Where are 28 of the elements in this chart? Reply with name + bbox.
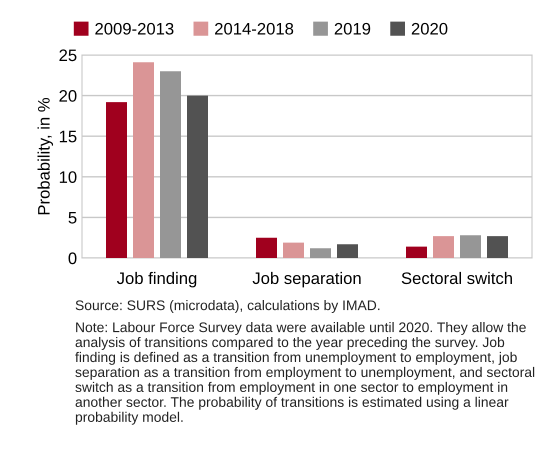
bar bbox=[406, 246, 427, 258]
bar bbox=[337, 244, 358, 258]
legend-label: 2020 bbox=[412, 22, 448, 35]
x-tick-label: Sectoral switch bbox=[402, 272, 512, 284]
bar bbox=[487, 236, 508, 258]
y-tick-label: 20 bbox=[59, 90, 76, 102]
x-tick-label: Job finding bbox=[116, 272, 196, 288]
y-tick-label: 0 bbox=[68, 252, 76, 264]
legend-label: 2009-2013 bbox=[95, 22, 174, 35]
legend-label: 2014-2018 bbox=[215, 22, 294, 35]
bar bbox=[133, 62, 154, 258]
bar bbox=[310, 248, 331, 258]
bar bbox=[460, 235, 481, 258]
y-tick-label: 15 bbox=[60, 130, 76, 142]
bar bbox=[283, 242, 304, 258]
bar bbox=[160, 71, 181, 258]
x-tick-label: Job separation bbox=[252, 272, 361, 288]
legend-label: 2019 bbox=[334, 22, 370, 35]
bar bbox=[433, 236, 454, 258]
y-tick-label: 25 bbox=[59, 49, 76, 62]
bar bbox=[256, 238, 277, 258]
bar bbox=[106, 102, 127, 258]
bar bbox=[187, 96, 208, 258]
y-axis-title: Probability, in % bbox=[38, 98, 54, 214]
source-note: Source: SURS (microdata), calculations by IMAD. bbox=[76, 300, 380, 313]
y-tick-label: 5 bbox=[68, 212, 76, 224]
y-tick-label: 10 bbox=[60, 171, 76, 184]
text: Note: Labour Force Survey data were available until 2020. They allow the analysis of transitions compared to the year preceding the survey. Job finding is defined as a transition from unemployment to employment, job separation as a transition from employment to unemployment, and sectoral switch as a transition from employment in one sector to employment in another sector. The probability of transitions is estimated using a linear probability model. bbox=[75, 322, 534, 425]
